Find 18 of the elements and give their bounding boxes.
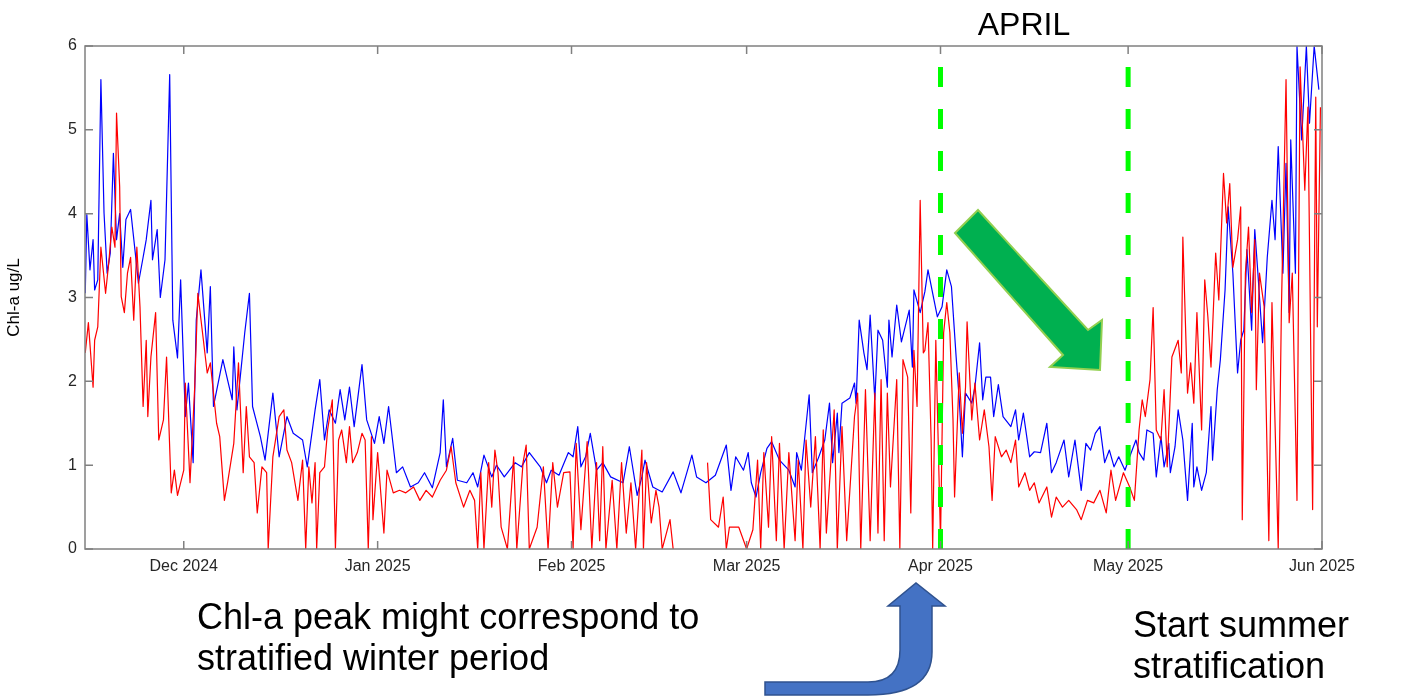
text: APRIL	[976, 6, 1072, 43]
x-tick-label: Apr 2025	[908, 557, 974, 575]
text: Chl-a peak might correspond to stratified winter period	[197, 596, 701, 679]
y-tick-label: 2	[68, 371, 78, 389]
x-tick-label: May 2025	[1092, 557, 1164, 575]
y-axis-title: Chl-a ug/L	[3, 258, 23, 337]
x-tick-label: Jun 2025	[1289, 557, 1356, 575]
y-tick-label: 5	[68, 120, 78, 138]
x-tick-label: Dec 2024	[149, 557, 219, 575]
x-tick-label: Mar 2025	[712, 557, 781, 575]
y-tick-label: 4	[68, 204, 78, 222]
x-tick-label: Feb 2025	[537, 557, 606, 575]
y-tick-label: 6	[68, 36, 78, 54]
text: Start summer stratification	[1133, 604, 1351, 687]
y-tick-label: 1	[68, 455, 78, 473]
y-tick-label: 3	[68, 287, 78, 305]
x-tick-label: Jan 2025	[344, 557, 411, 575]
y-tick-label: 0	[68, 539, 78, 557]
